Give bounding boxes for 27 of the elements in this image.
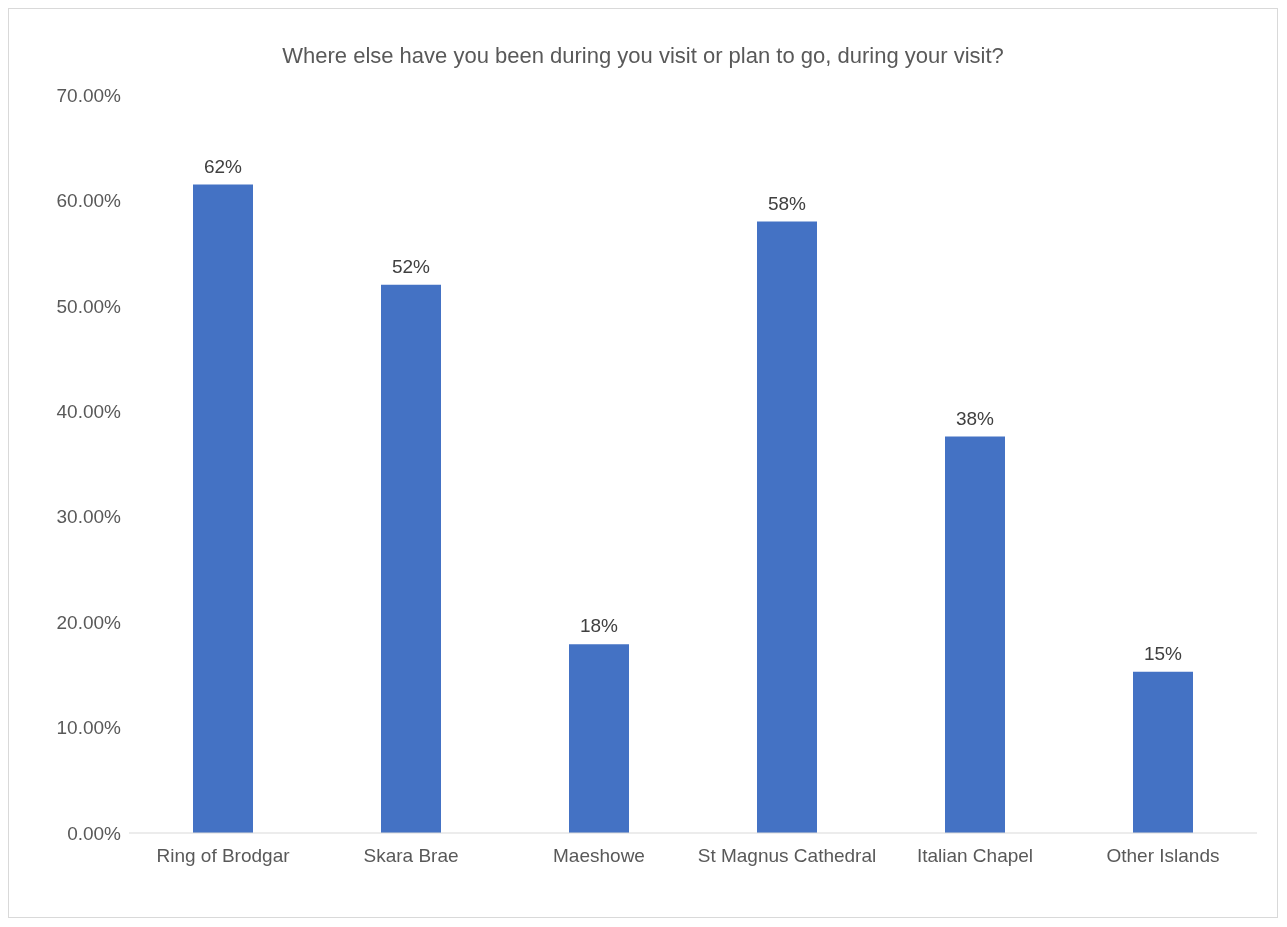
- data-label: 38%: [955, 407, 995, 429]
- bar: [569, 644, 629, 833]
- data-label: 18%: [579, 615, 619, 637]
- bar: [381, 284, 441, 833]
- x-tick-label: Maeshowe: [553, 845, 645, 867]
- x-tick-label: St Magnus Cathedral: [697, 845, 877, 867]
- x-tick-label: Ring of Brodgar: [156, 845, 291, 867]
- chart-title: Where else have you been during you visit or plan to go, during your visit?: [281, 42, 1005, 70]
- bar: [1133, 671, 1193, 833]
- y-tick-label: 40.00%: [56, 401, 122, 423]
- y-tick-label: 0.00%: [67, 822, 122, 844]
- data-label: 62%: [203, 155, 243, 177]
- x-tick-label: Italian Chapel: [916, 845, 1034, 867]
- y-tick-label: 60.00%: [56, 190, 122, 212]
- data-label: 58%: [767, 192, 807, 214]
- x-tick-label: Skara Brae: [363, 845, 459, 867]
- y-tick-label: 50.00%: [56, 295, 122, 317]
- bar: [193, 184, 253, 833]
- y-tick-label: 10.00%: [56, 717, 122, 739]
- bar: [757, 221, 817, 833]
- data-label: 15%: [1143, 642, 1183, 664]
- bar: [945, 436, 1005, 833]
- data-label: 52%: [391, 255, 431, 277]
- y-tick-label: 20.00%: [56, 611, 122, 633]
- y-tick-label: 30.00%: [56, 506, 122, 528]
- y-tick-label: 70.00%: [56, 84, 122, 106]
- x-tick-label: Other Islands: [1106, 845, 1220, 867]
